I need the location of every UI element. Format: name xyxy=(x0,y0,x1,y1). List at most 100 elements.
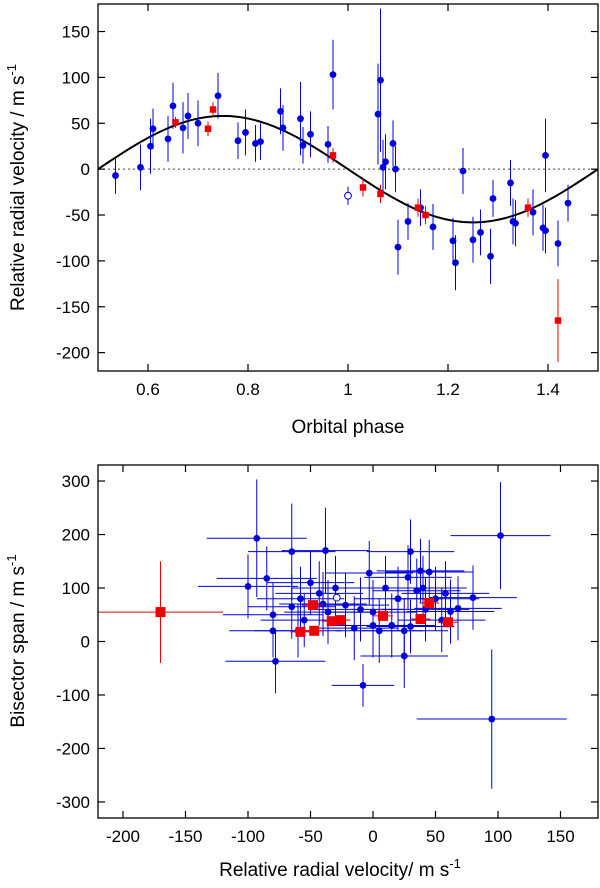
bottom-point-blue-circle xyxy=(348,593,436,658)
bottom-y-axis-label-main: Bisector span / m s xyxy=(8,566,29,728)
top-point-red-square xyxy=(414,198,422,217)
bottom-plot-frame xyxy=(97,464,599,819)
marker xyxy=(378,610,388,621)
top-ticks: 0.6 0.8 1 1.2 1.4 150 100 50 0 -50 -100 -150 -200 xyxy=(56,4,598,399)
marker xyxy=(542,227,549,235)
bottom-ticks: -200 -150 -100 -50 0 50 100 150 300 200 100 0 -100 -2… xyxy=(56,465,598,846)
top-y-tick-label: -100 xyxy=(56,252,90,271)
top-point-blue-circle xyxy=(214,72,222,119)
marker xyxy=(300,616,308,624)
top-point-blue-circle xyxy=(489,180,497,217)
top-point-blue-circle xyxy=(477,209,484,256)
marker xyxy=(388,622,396,629)
bottom-x-tick-label: 150 xyxy=(546,827,574,846)
top-point-blue-circle xyxy=(404,203,412,240)
marker xyxy=(350,624,358,632)
marker xyxy=(279,124,287,132)
top-point-blue-circle xyxy=(257,123,264,160)
bottom-point-blue-circle xyxy=(385,539,473,605)
top-point-blue-circle xyxy=(487,228,494,284)
marker xyxy=(308,600,318,611)
marker xyxy=(359,184,367,191)
marker xyxy=(234,137,242,145)
marker xyxy=(488,715,496,723)
bottom-point-blue-circle xyxy=(376,538,465,603)
bottom-point-blue-circle xyxy=(416,649,567,789)
marker xyxy=(454,604,462,612)
marker xyxy=(382,158,389,166)
bottom-point-blue-circle xyxy=(360,623,448,689)
top-point-blue-circle xyxy=(242,109,249,156)
marker xyxy=(164,135,172,143)
top-point-red-square xyxy=(209,102,217,117)
top-point-blue-circle xyxy=(542,118,549,193)
marker xyxy=(413,587,421,595)
marker xyxy=(295,626,306,637)
top-point-blue-circle xyxy=(149,108,157,149)
top-point-red-square xyxy=(172,116,179,128)
marker xyxy=(379,163,387,171)
top-point-blue-circle xyxy=(469,216,477,263)
bottom-y-axis-label-sup: -1 xyxy=(4,554,19,566)
marker xyxy=(469,594,477,602)
top-point-blue-circle xyxy=(429,204,437,250)
marker xyxy=(400,652,408,660)
marker xyxy=(324,608,332,616)
marker xyxy=(309,625,320,636)
marker xyxy=(322,547,329,554)
marker xyxy=(507,179,514,187)
top-point-blue-circle xyxy=(137,144,144,191)
top-point-blue-circle xyxy=(564,184,572,222)
marker xyxy=(564,199,572,207)
top-point-blue-circle xyxy=(389,120,397,167)
orbit-model-curve xyxy=(97,114,599,224)
marker xyxy=(184,112,192,120)
marker xyxy=(272,657,279,665)
top-x-tick-label: 1.2 xyxy=(436,380,460,399)
top-point-blue-circle xyxy=(452,235,459,291)
top-point-red-square xyxy=(359,178,367,197)
top-x-tick-label: 0.6 xyxy=(136,380,160,399)
top-x-tick-label: 1.4 xyxy=(536,380,560,399)
top-y-axis-label-sup: -1 xyxy=(4,64,19,76)
bottom-point-blue-circle xyxy=(406,579,495,644)
marker xyxy=(179,124,187,132)
top-point-blue-circle xyxy=(179,102,187,154)
top-point-blue-circle xyxy=(377,8,384,152)
marker xyxy=(417,567,424,575)
top-point-blue-circle xyxy=(449,217,457,264)
marker xyxy=(524,204,532,211)
top-point-blue-circle xyxy=(379,139,387,195)
bottom-point-blue-circle xyxy=(225,629,326,694)
top-x-axis-label: Orbital phase xyxy=(291,417,404,438)
marker xyxy=(407,623,414,630)
bottom-x-axis-label-sup: -1 xyxy=(449,856,461,871)
top-point-blue-circle xyxy=(164,115,172,162)
marker xyxy=(332,593,341,602)
marker xyxy=(319,600,327,608)
top-y-tick-label: 100 xyxy=(62,68,90,87)
bottom-data-layer xyxy=(98,479,567,789)
bottom-x-tick-label: -200 xyxy=(106,827,140,846)
marker xyxy=(297,595,304,603)
marker xyxy=(415,614,426,625)
marker xyxy=(269,627,277,635)
bottom-point-blue-circle xyxy=(310,596,398,661)
top-y-tick-label: 0 xyxy=(81,160,90,179)
marker xyxy=(425,568,433,576)
marker xyxy=(469,236,477,244)
bottom-point-red-square xyxy=(303,600,323,611)
marker xyxy=(149,125,157,133)
top-point-blue-circle xyxy=(394,219,402,275)
marker xyxy=(365,569,373,577)
bottom-point-blue-circle xyxy=(279,571,367,637)
marker xyxy=(542,151,549,159)
marker xyxy=(447,608,454,615)
marker xyxy=(315,589,323,597)
top-point-blue-circle xyxy=(459,148,467,194)
marker xyxy=(497,532,504,539)
top-y-axis-label-main: Relative radial velocity / m s xyxy=(8,76,29,311)
bottom-point-blue-circle xyxy=(198,554,298,619)
top-x-tick-label: 0.8 xyxy=(236,380,260,399)
marker xyxy=(335,615,346,626)
